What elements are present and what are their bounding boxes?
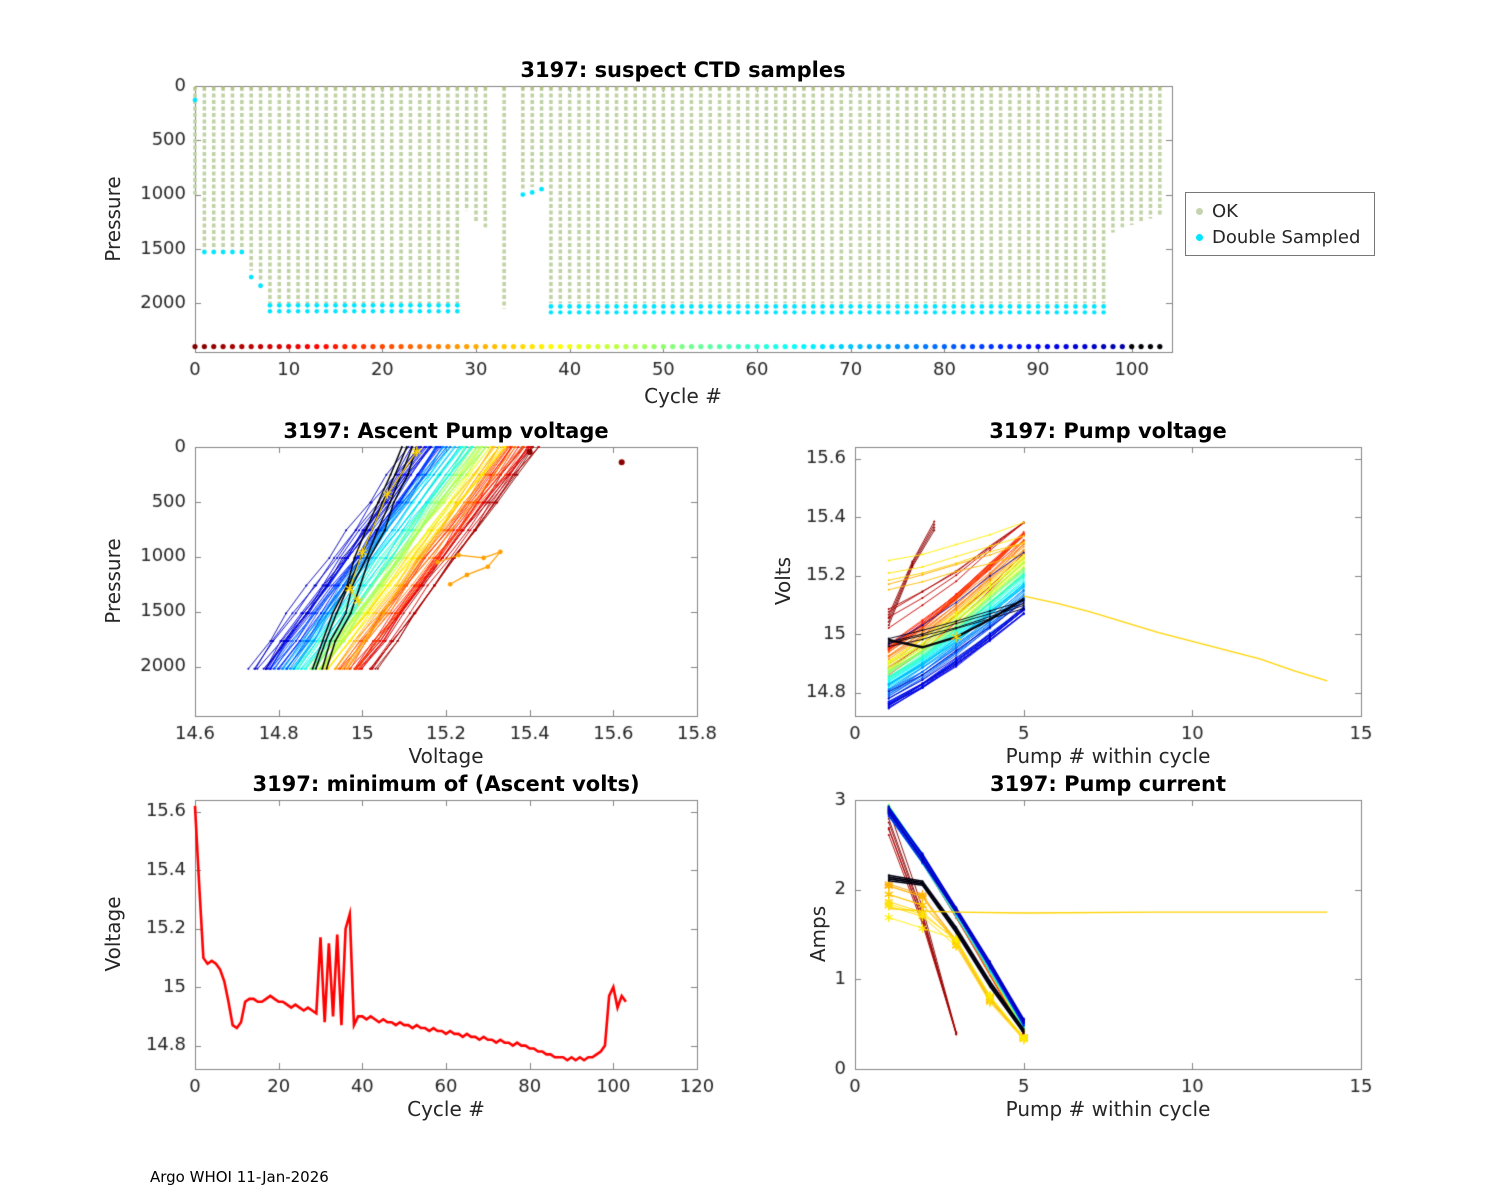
chart2-xlabel: Voltage: [408, 744, 484, 768]
chart1-xlabel: Cycle #: [644, 384, 722, 408]
chart3-ylabel: Volts: [771, 556, 795, 606]
legend-item-ok: OK: [1196, 198, 1360, 224]
chart2-title: 3197: Ascent Pump voltage: [283, 419, 609, 443]
chart5-xlabel: Pump # within cycle: [1005, 1097, 1211, 1121]
chart3-title: 3197: Pump voltage: [989, 419, 1227, 443]
chart4-xlabel: Cycle #: [407, 1097, 485, 1121]
legend-label-ok: OK: [1212, 200, 1238, 222]
chart4-ylabel: Voltage: [101, 896, 125, 972]
legend-item-double-sampled: Double Sampled: [1196, 224, 1360, 250]
chart4-title: 3197: minimum of (Ascent volts): [252, 772, 640, 796]
ok-marker-icon: [1196, 207, 1203, 215]
double-sampled-marker-icon: [1196, 233, 1203, 241]
chart1-ylabel: Pressure: [101, 176, 125, 262]
footer-text: Argo WHOI 11-Jan-2026: [150, 1168, 329, 1186]
legend: OK Double Sampled: [1185, 192, 1376, 256]
chart5-ylabel: Amps: [806, 905, 830, 963]
chart1-title: 3197: suspect CTD samples: [520, 58, 846, 82]
legend-label-double-sampled: Double Sampled: [1212, 226, 1361, 248]
chart2-ylabel: Pressure: [101, 538, 125, 624]
chart3-xlabel: Pump # within cycle: [1005, 744, 1211, 768]
chart5-title: 3197: Pump current: [989, 772, 1227, 796]
